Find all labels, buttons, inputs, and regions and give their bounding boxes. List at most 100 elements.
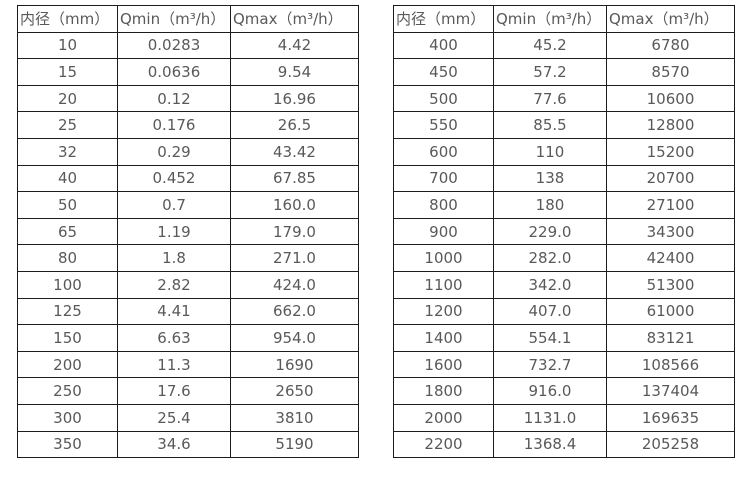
table-header-row: 内径（mm） Qmin（m³/h） Qmax（m³/h） (17, 5, 359, 33)
inner-diameter-value: 1600 (393, 350, 494, 379)
table-row: 1600 732.7 108566 (393, 350, 735, 379)
qmax-value: 954.0 (230, 324, 359, 352)
table-row: 250 17.6 2650 (17, 377, 359, 405)
table-row: 300 25.4 3810 (17, 403, 359, 432)
qmin-value: 916.0 (493, 377, 607, 405)
table-row: 2000 1131.0 169635 (393, 403, 735, 432)
table-row: 10 0.0283 4.42 (17, 31, 359, 60)
inner-diameter-value: 1100 (393, 270, 494, 299)
column-header-qmin: Qmin（m³/h） (493, 5, 607, 33)
inner-diameter-value: 20 (17, 84, 118, 113)
inner-diameter-value: 200 (17, 350, 118, 379)
table-row: 1000 282.0 42400 (393, 244, 735, 272)
table-row: 150 6.63 954.0 (17, 324, 359, 352)
qmax-value: 1690 (230, 350, 359, 379)
qmax-value: 27100 (606, 191, 735, 219)
inner-diameter-value: 65 (17, 217, 118, 246)
table-row: 1400 554.1 83121 (393, 324, 735, 352)
inner-diameter-value: 32 (17, 137, 118, 166)
table-row: 450 57.2 8570 (393, 58, 735, 86)
qmax-value: 12800 (606, 111, 735, 139)
qmin-value: 229.0 (493, 217, 607, 246)
inner-diameter-value: 50 (17, 191, 118, 219)
flow-tables-page: 内径（mm） Qmin（m³/h） Qmax（m³/h） 10 0.0283 4.42 1… (17, 5, 735, 459)
qmax-value: 3810 (230, 403, 359, 432)
table-body: 400 45.2 6780 450 57.2 8570 500 77.6 10600 550 85.… (393, 31, 735, 459)
table-row: 500 77.6 10600 (393, 84, 735, 113)
table-header-row: 内径（mm） Qmin（m³/h） Qmax（m³/h） (393, 5, 735, 33)
table-row: 800 180 27100 (393, 191, 735, 219)
column-header-qmin: Qmin（m³/h） (117, 5, 231, 33)
table-row: 1100 342.0 51300 (393, 270, 735, 299)
qmin-value: 45.2 (493, 31, 607, 60)
qmax-value: 271.0 (230, 244, 359, 272)
qmin-value: 34.6 (117, 430, 231, 459)
table-row: 600 110 15200 (393, 137, 735, 166)
qmin-value: 1131.0 (493, 403, 607, 432)
inner-diameter-value: 100 (17, 270, 118, 299)
qmax-value: 160.0 (230, 191, 359, 219)
qmin-value: 110 (493, 137, 607, 166)
qmax-value: 67.85 (230, 164, 359, 193)
table-row: 15 0.0636 9.54 (17, 58, 359, 86)
table-row: 125 4.41 662.0 (17, 297, 359, 326)
table-row: 2200 1368.4 205258 (393, 430, 735, 459)
qmax-value: 8570 (606, 58, 735, 86)
qmax-value: 15200 (606, 137, 735, 166)
qmax-value: 169635 (606, 403, 735, 432)
table-row: 350 34.6 5190 (17, 430, 359, 459)
table-row: 20 0.12 16.96 (17, 84, 359, 113)
qmin-value: 407.0 (493, 297, 607, 326)
qmax-value: 137404 (606, 377, 735, 405)
table-row: 1200 407.0 61000 (393, 297, 735, 326)
qmax-value: 5190 (230, 430, 359, 459)
inner-diameter-value: 1400 (393, 324, 494, 352)
inner-diameter-value: 25 (17, 111, 118, 139)
table-row: 900 229.0 34300 (393, 217, 735, 246)
qmax-value: 61000 (606, 297, 735, 326)
qmax-value: 179.0 (230, 217, 359, 246)
qmin-value: 1368.4 (493, 430, 607, 459)
qmin-value: 0.0283 (117, 31, 231, 60)
qmin-value: 732.7 (493, 350, 607, 379)
qmin-value: 0.12 (117, 84, 231, 113)
qmin-value: 0.7 (117, 191, 231, 219)
table-row: 400 45.2 6780 (393, 31, 735, 60)
qmax-value: 42400 (606, 244, 735, 272)
inner-diameter-value: 1800 (393, 377, 494, 405)
table-row: 25 0.176 26.5 (17, 111, 359, 139)
qmax-value: 26.5 (230, 111, 359, 139)
qmin-value: 342.0 (493, 270, 607, 299)
inner-diameter-value: 300 (17, 403, 118, 432)
qmax-value: 2650 (230, 377, 359, 405)
qmax-value: 10600 (606, 84, 735, 113)
qmax-value: 83121 (606, 324, 735, 352)
qmin-value: 138 (493, 164, 607, 193)
table-row: 100 2.82 424.0 (17, 270, 359, 299)
column-header-qmax: Qmax（m³/h） (230, 5, 359, 33)
qmax-value: 108566 (606, 350, 735, 379)
qmin-value: 6.63 (117, 324, 231, 352)
inner-diameter-value: 800 (393, 191, 494, 219)
qmin-value: 25.4 (117, 403, 231, 432)
qmin-value: 2.82 (117, 270, 231, 299)
qmax-value: 20700 (606, 164, 735, 193)
inner-diameter-value: 2000 (393, 403, 494, 432)
inner-diameter-value: 150 (17, 324, 118, 352)
flow-range-table-small-diameters: 内径（mm） Qmin（m³/h） Qmax（m³/h） 10 0.0283 4.42 1… (17, 5, 359, 459)
qmax-value: 43.42 (230, 137, 359, 166)
qmin-value: 180 (493, 191, 607, 219)
qmax-value: 51300 (606, 270, 735, 299)
inner-diameter-value: 250 (17, 377, 118, 405)
qmax-value: 34300 (606, 217, 735, 246)
inner-diameter-value: 550 (393, 111, 494, 139)
qmax-value: 205258 (606, 430, 735, 459)
table-row: 32 0.29 43.42 (17, 137, 359, 166)
inner-diameter-value: 500 (393, 84, 494, 113)
qmin-value: 554.1 (493, 324, 607, 352)
qmin-value: 4.41 (117, 297, 231, 326)
inner-diameter-value: 2200 (393, 430, 494, 459)
inner-diameter-value: 450 (393, 58, 494, 86)
qmin-value: 57.2 (493, 58, 607, 86)
qmin-value: 0.176 (117, 111, 231, 139)
